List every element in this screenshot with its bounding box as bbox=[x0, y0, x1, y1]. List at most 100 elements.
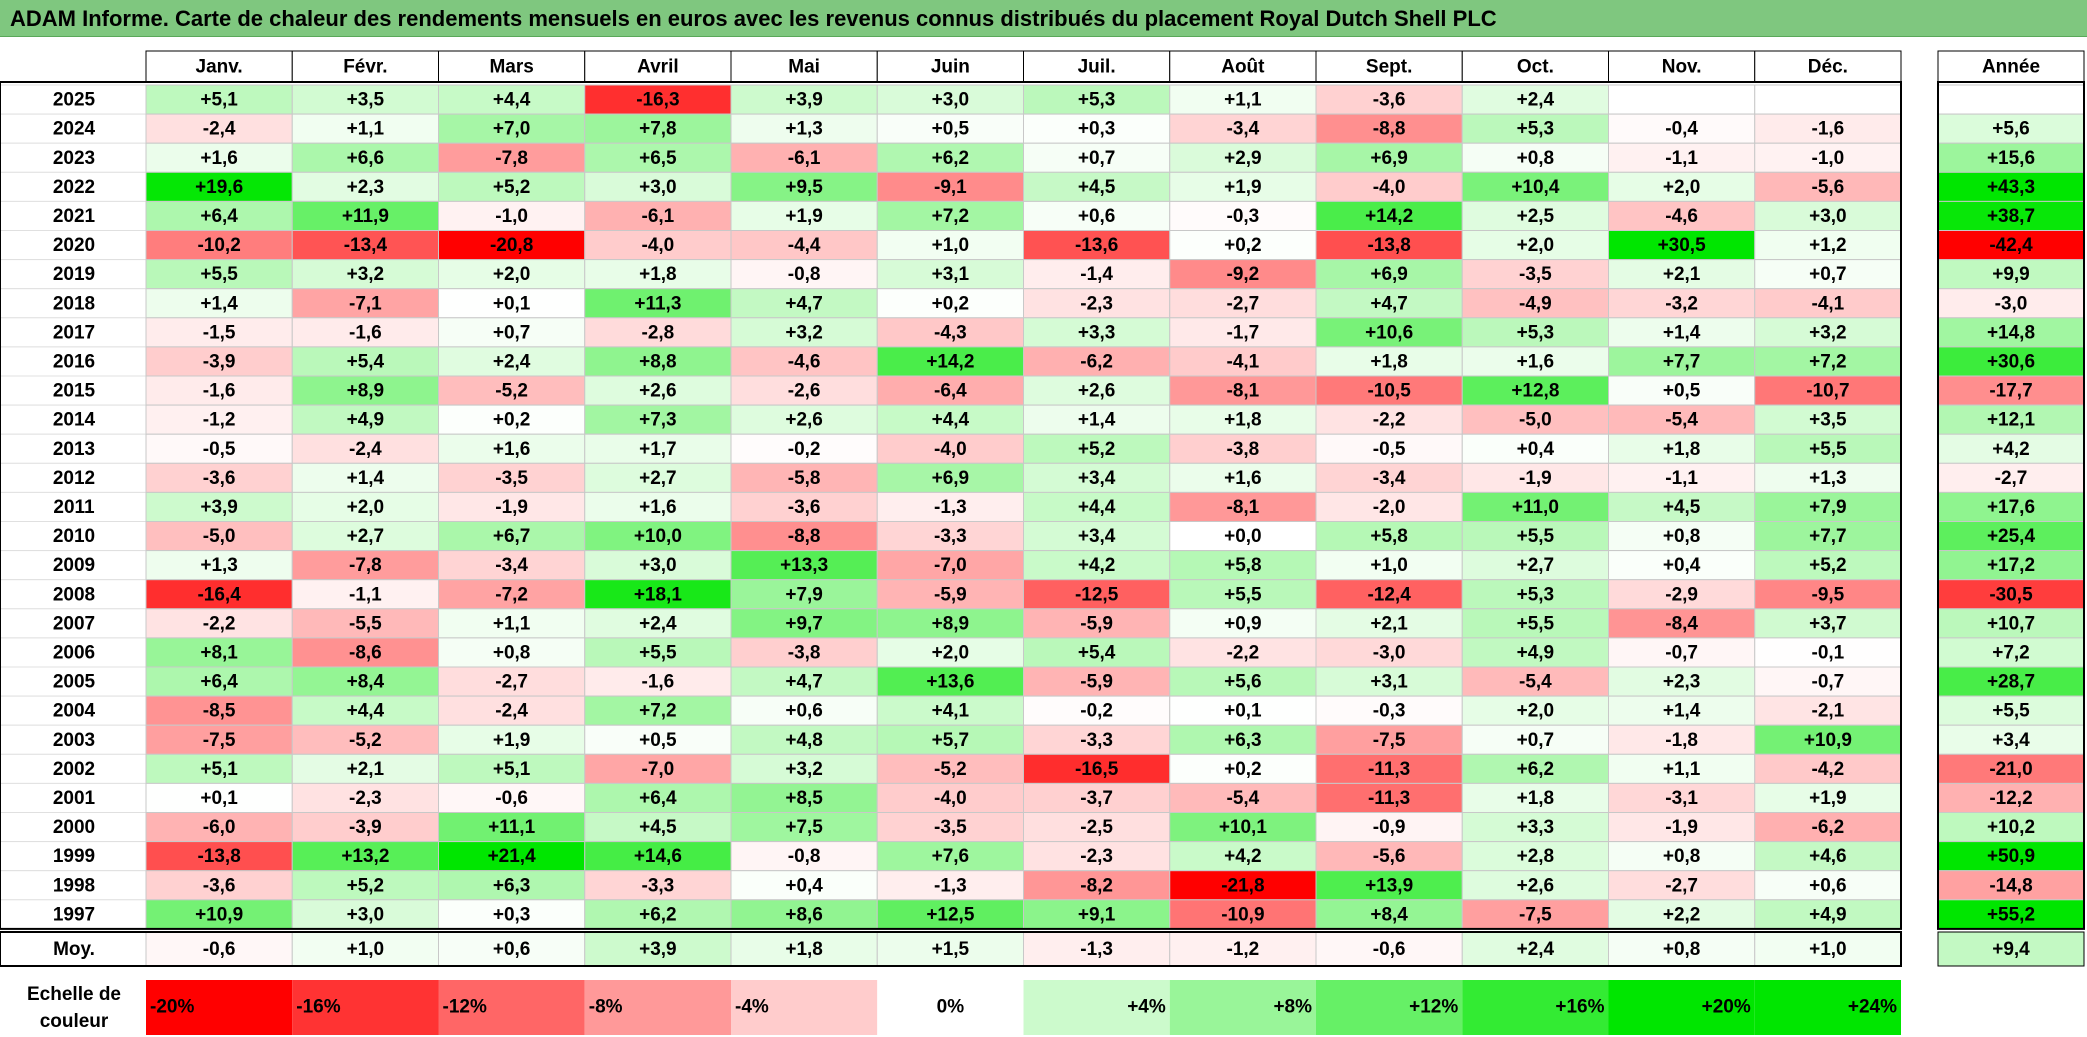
heatmap-cell-value: -2,3 bbox=[349, 788, 382, 809]
average-cell-value: +1,5 bbox=[932, 939, 970, 960]
heatmap-cell-value: +3,1 bbox=[1370, 672, 1408, 693]
annual-cell-value: +25,4 bbox=[1987, 526, 2036, 547]
heatmap-cell bbox=[1754, 462, 1902, 493]
heatmap-cell-value: -2,2 bbox=[203, 613, 236, 634]
heatmap-cell bbox=[438, 666, 586, 697]
year-cell bbox=[0, 171, 147, 202]
heatmap-cell-value: +0,6 bbox=[785, 701, 823, 722]
annual-cell bbox=[1937, 375, 2085, 406]
heatmap-cell bbox=[1315, 84, 1463, 115]
heatmap-cell bbox=[876, 433, 1024, 464]
heatmap-cell bbox=[876, 812, 1024, 843]
heatmap-cell bbox=[1315, 812, 1463, 843]
heatmap-cell-value: +5,1 bbox=[200, 90, 238, 111]
heatmap-cell bbox=[145, 113, 293, 144]
annual-cell-value: +50,9 bbox=[1987, 846, 2035, 867]
heatmap-cell bbox=[1461, 695, 1609, 726]
heatmap-cell bbox=[730, 491, 878, 522]
heatmap-cell bbox=[1315, 230, 1463, 261]
heatmap-cell-value: +1,7 bbox=[639, 439, 677, 460]
annual-cell-value: -17,7 bbox=[1989, 381, 2032, 402]
heatmap-cell-value: +14,2 bbox=[1365, 206, 1413, 227]
heatmap-cell-value: +0,7 bbox=[1517, 730, 1555, 751]
annual-cell-value: +7,2 bbox=[1992, 642, 2030, 663]
heatmap-cell-value: +4,5 bbox=[1078, 177, 1116, 198]
average-cell-value: -1,3 bbox=[1080, 939, 1113, 960]
heatmap-cell-value: +0,0 bbox=[1224, 526, 1262, 547]
heatmap-cell-value: -3,0 bbox=[1373, 642, 1406, 663]
heatmap-cell-value: +9,1 bbox=[1078, 904, 1116, 925]
heatmap-cell-value: +1,6 bbox=[639, 497, 677, 518]
heatmap-cell bbox=[1023, 230, 1171, 261]
annual-cell bbox=[1937, 142, 2085, 173]
heatmap-cell-value: +7,3 bbox=[639, 410, 677, 431]
heatmap-cell bbox=[730, 870, 878, 901]
heatmap-cell bbox=[1023, 812, 1171, 843]
color-scale-label-value: -16% bbox=[296, 997, 340, 1018]
heatmap-cell-value: -20,8 bbox=[490, 235, 533, 256]
heatmap-cell-value: +8,8 bbox=[639, 351, 677, 372]
heatmap-cell-value: -1,6 bbox=[349, 322, 382, 343]
heatmap-cell-value: -1,0 bbox=[1812, 148, 1845, 169]
heatmap-cell-value: -4,6 bbox=[1665, 206, 1698, 227]
year-label: 2019 bbox=[53, 264, 95, 285]
heatmap-cell bbox=[438, 695, 586, 726]
heatmap-cell-value: -2,0 bbox=[1373, 497, 1406, 518]
year-label: 2010 bbox=[53, 526, 95, 547]
heatmap-cell-value: +2,0 bbox=[493, 264, 531, 285]
heatmap-cell bbox=[730, 288, 878, 319]
heatmap-cell bbox=[1315, 346, 1463, 377]
heatmap-cell bbox=[291, 521, 439, 552]
heatmap-cell bbox=[291, 230, 439, 261]
heatmap-cell-value: -5,4 bbox=[1519, 672, 1552, 693]
color-scale-label: couleur bbox=[40, 1011, 109, 1032]
heatmap-cell-value: +0,8 bbox=[1663, 526, 1701, 547]
heatmap-cell-value: +9,5 bbox=[785, 177, 823, 198]
heatmap-cell-value: +5,5 bbox=[1224, 584, 1262, 605]
heatmap-cell bbox=[1461, 870, 1609, 901]
heatmap-cell-value: -1,9 bbox=[1665, 817, 1698, 838]
heatmap-cell-value: -13,6 bbox=[1075, 235, 1118, 256]
heatmap-cell-value: -1,9 bbox=[1519, 468, 1552, 489]
heatmap-cell-value: -3,9 bbox=[349, 817, 382, 838]
heatmap-cell-value: +11,3 bbox=[634, 293, 681, 314]
heatmap-cell-value: +0,3 bbox=[493, 904, 531, 925]
column-header-cell bbox=[1608, 50, 1756, 83]
heatmap-cell bbox=[291, 491, 439, 522]
color-scale-label-value: +20% bbox=[1702, 997, 1751, 1018]
heatmap-cell-value: +0,1 bbox=[200, 788, 238, 809]
heatmap-cell bbox=[1608, 870, 1756, 901]
average-cell-value: +1,0 bbox=[1809, 939, 1847, 960]
column-header-label: Oct. bbox=[1517, 57, 1554, 78]
heatmap-cell-value: +4,9 bbox=[1517, 642, 1555, 663]
heatmap-cell-value: -13,4 bbox=[344, 235, 388, 256]
heatmap-cell bbox=[584, 841, 732, 872]
heatmap-cell bbox=[876, 230, 1024, 261]
heatmap-cell bbox=[438, 375, 586, 406]
average-cell-value: +2,4 bbox=[1517, 939, 1555, 960]
annual-cell-value: -42,4 bbox=[1989, 235, 2033, 256]
heatmap-cell-value: +4,4 bbox=[1078, 497, 1116, 518]
heatmap-cell-value: +5,5 bbox=[639, 642, 677, 663]
heatmap-cell-value: -16,3 bbox=[636, 90, 679, 111]
heatmap-cell-value: +0,4 bbox=[785, 875, 823, 896]
column-header-cell bbox=[438, 50, 586, 83]
year-label: 2024 bbox=[53, 119, 96, 140]
heatmap-cell-value: +0,8 bbox=[493, 642, 531, 663]
heatmap-cell-value: +5,2 bbox=[1809, 555, 1847, 576]
heatmap-cell-value: +0,8 bbox=[1517, 148, 1555, 169]
heatmap-cell-value: +3,3 bbox=[1517, 817, 1555, 838]
annual-cell-value: -12,2 bbox=[1989, 788, 2032, 809]
column-header-label: Août bbox=[1221, 57, 1265, 78]
heatmap-cell-value: -2,5 bbox=[1080, 817, 1113, 838]
heatmap-cell-value: +8,1 bbox=[200, 642, 238, 663]
heatmap-cell-value: -7,1 bbox=[349, 293, 382, 314]
heatmap-cell-value: +10,1 bbox=[1219, 817, 1268, 838]
color-scale-label-value: -12% bbox=[443, 997, 487, 1018]
heatmap-cell-value: -0,2 bbox=[1080, 701, 1113, 722]
heatmap-cell-value: +3,7 bbox=[1809, 613, 1847, 634]
heatmap-cell bbox=[438, 899, 586, 930]
heatmap-cell bbox=[1315, 870, 1463, 901]
heatmap-cell-value: +2,6 bbox=[639, 381, 677, 402]
heatmap-cell bbox=[1754, 695, 1902, 726]
